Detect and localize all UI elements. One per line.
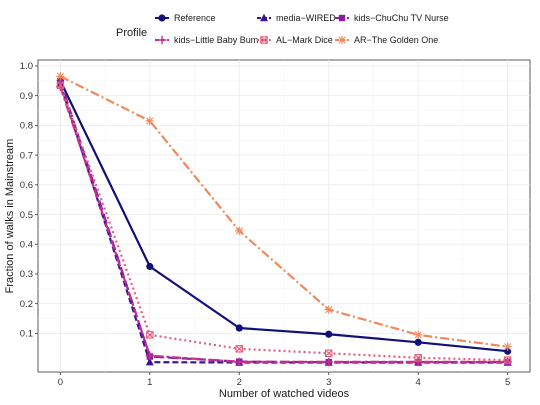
series-4 xyxy=(56,81,512,364)
data-point xyxy=(503,342,512,351)
y-tick-label: 0.1 xyxy=(20,329,33,340)
legend-item: AL−Mark Dice xyxy=(257,35,333,45)
data-point xyxy=(503,356,512,364)
data-point xyxy=(504,347,512,355)
x-tick-label: 5 xyxy=(505,377,510,388)
legend-label: media−WIRED xyxy=(276,13,336,23)
data-point xyxy=(324,357,333,367)
y-tick-label: 0.5 xyxy=(20,210,33,221)
x-axis-title: Number of watched videos xyxy=(219,388,350,400)
data-point xyxy=(325,330,333,338)
legend-label: AL−Mark Dice xyxy=(276,35,333,45)
legend-key-marker xyxy=(338,14,346,22)
data-point xyxy=(145,351,155,360)
y-tick-label: 0.3 xyxy=(20,269,33,280)
data-point xyxy=(324,349,333,358)
series-line xyxy=(59,84,508,362)
y-tick-label: 0.7 xyxy=(20,150,33,161)
legend: Profile Reference media−WIRED kids−ChuChu … xyxy=(116,13,449,45)
y-tick-label: 0.9 xyxy=(20,91,33,102)
y-tick-label: 1.0 xyxy=(20,61,33,72)
legend-key-marker xyxy=(158,14,166,22)
data-point xyxy=(413,357,423,367)
legend-key-marker xyxy=(260,36,268,44)
data-point xyxy=(235,357,244,367)
y-axis-title: Fraction of walks in Mainstream xyxy=(4,139,16,294)
data-point xyxy=(414,338,422,346)
legend-key-marker xyxy=(157,35,167,45)
data-point xyxy=(145,357,154,366)
legend-item: AR−The Golden One xyxy=(335,35,438,45)
x-tick-label: 4 xyxy=(416,377,421,388)
x-tick-label: 1 xyxy=(147,377,152,388)
x-tick-label: 0 xyxy=(58,377,63,388)
data-point xyxy=(235,345,244,353)
series-line xyxy=(59,86,508,363)
y-tick-label: 0.6 xyxy=(20,180,33,191)
legend-item: kids−ChuChu TV Nurse xyxy=(335,13,449,23)
x-tick-label: 2 xyxy=(237,377,242,388)
series-5 xyxy=(56,72,512,351)
legend-label: Reference xyxy=(174,13,216,23)
y-tick-label: 0.2 xyxy=(20,299,33,310)
grid xyxy=(38,60,530,372)
legend-key-marker xyxy=(337,35,347,45)
legend-item: Reference xyxy=(155,13,216,23)
data-point xyxy=(235,324,243,332)
series-line xyxy=(59,75,508,348)
data-point xyxy=(145,116,155,126)
data-point xyxy=(414,353,422,362)
data-point xyxy=(57,77,64,84)
x-tick-label: 3 xyxy=(326,377,331,388)
series-line xyxy=(59,80,508,353)
legend-item: kids−Little Baby Bum xyxy=(155,35,258,45)
data-point xyxy=(324,305,333,314)
data-point xyxy=(413,330,423,340)
legend-title: Profile xyxy=(116,27,147,39)
legend-item: media−WIRED xyxy=(257,13,336,23)
series-group xyxy=(56,72,512,367)
data-point xyxy=(235,226,244,236)
y-axis: 0.1 0.2 0.3 0.4 0.5 0.6 0.7 0.8 0.9 1.0 xyxy=(20,61,38,340)
data-point xyxy=(146,331,154,339)
legend-label: kids−Little Baby Bum xyxy=(174,35,258,45)
legend-label: kids−ChuChu TV Nurse xyxy=(354,13,449,23)
x-axis: 0 1 2 3 4 5 xyxy=(58,372,510,388)
y-tick-label: 0.4 xyxy=(20,240,33,251)
legend-label: AR−The Golden One xyxy=(354,35,438,45)
data-point xyxy=(56,81,65,90)
legend-key-marker xyxy=(260,13,268,22)
y-tick-label: 0.8 xyxy=(20,121,33,132)
data-point xyxy=(56,72,65,81)
data-point xyxy=(146,262,154,271)
